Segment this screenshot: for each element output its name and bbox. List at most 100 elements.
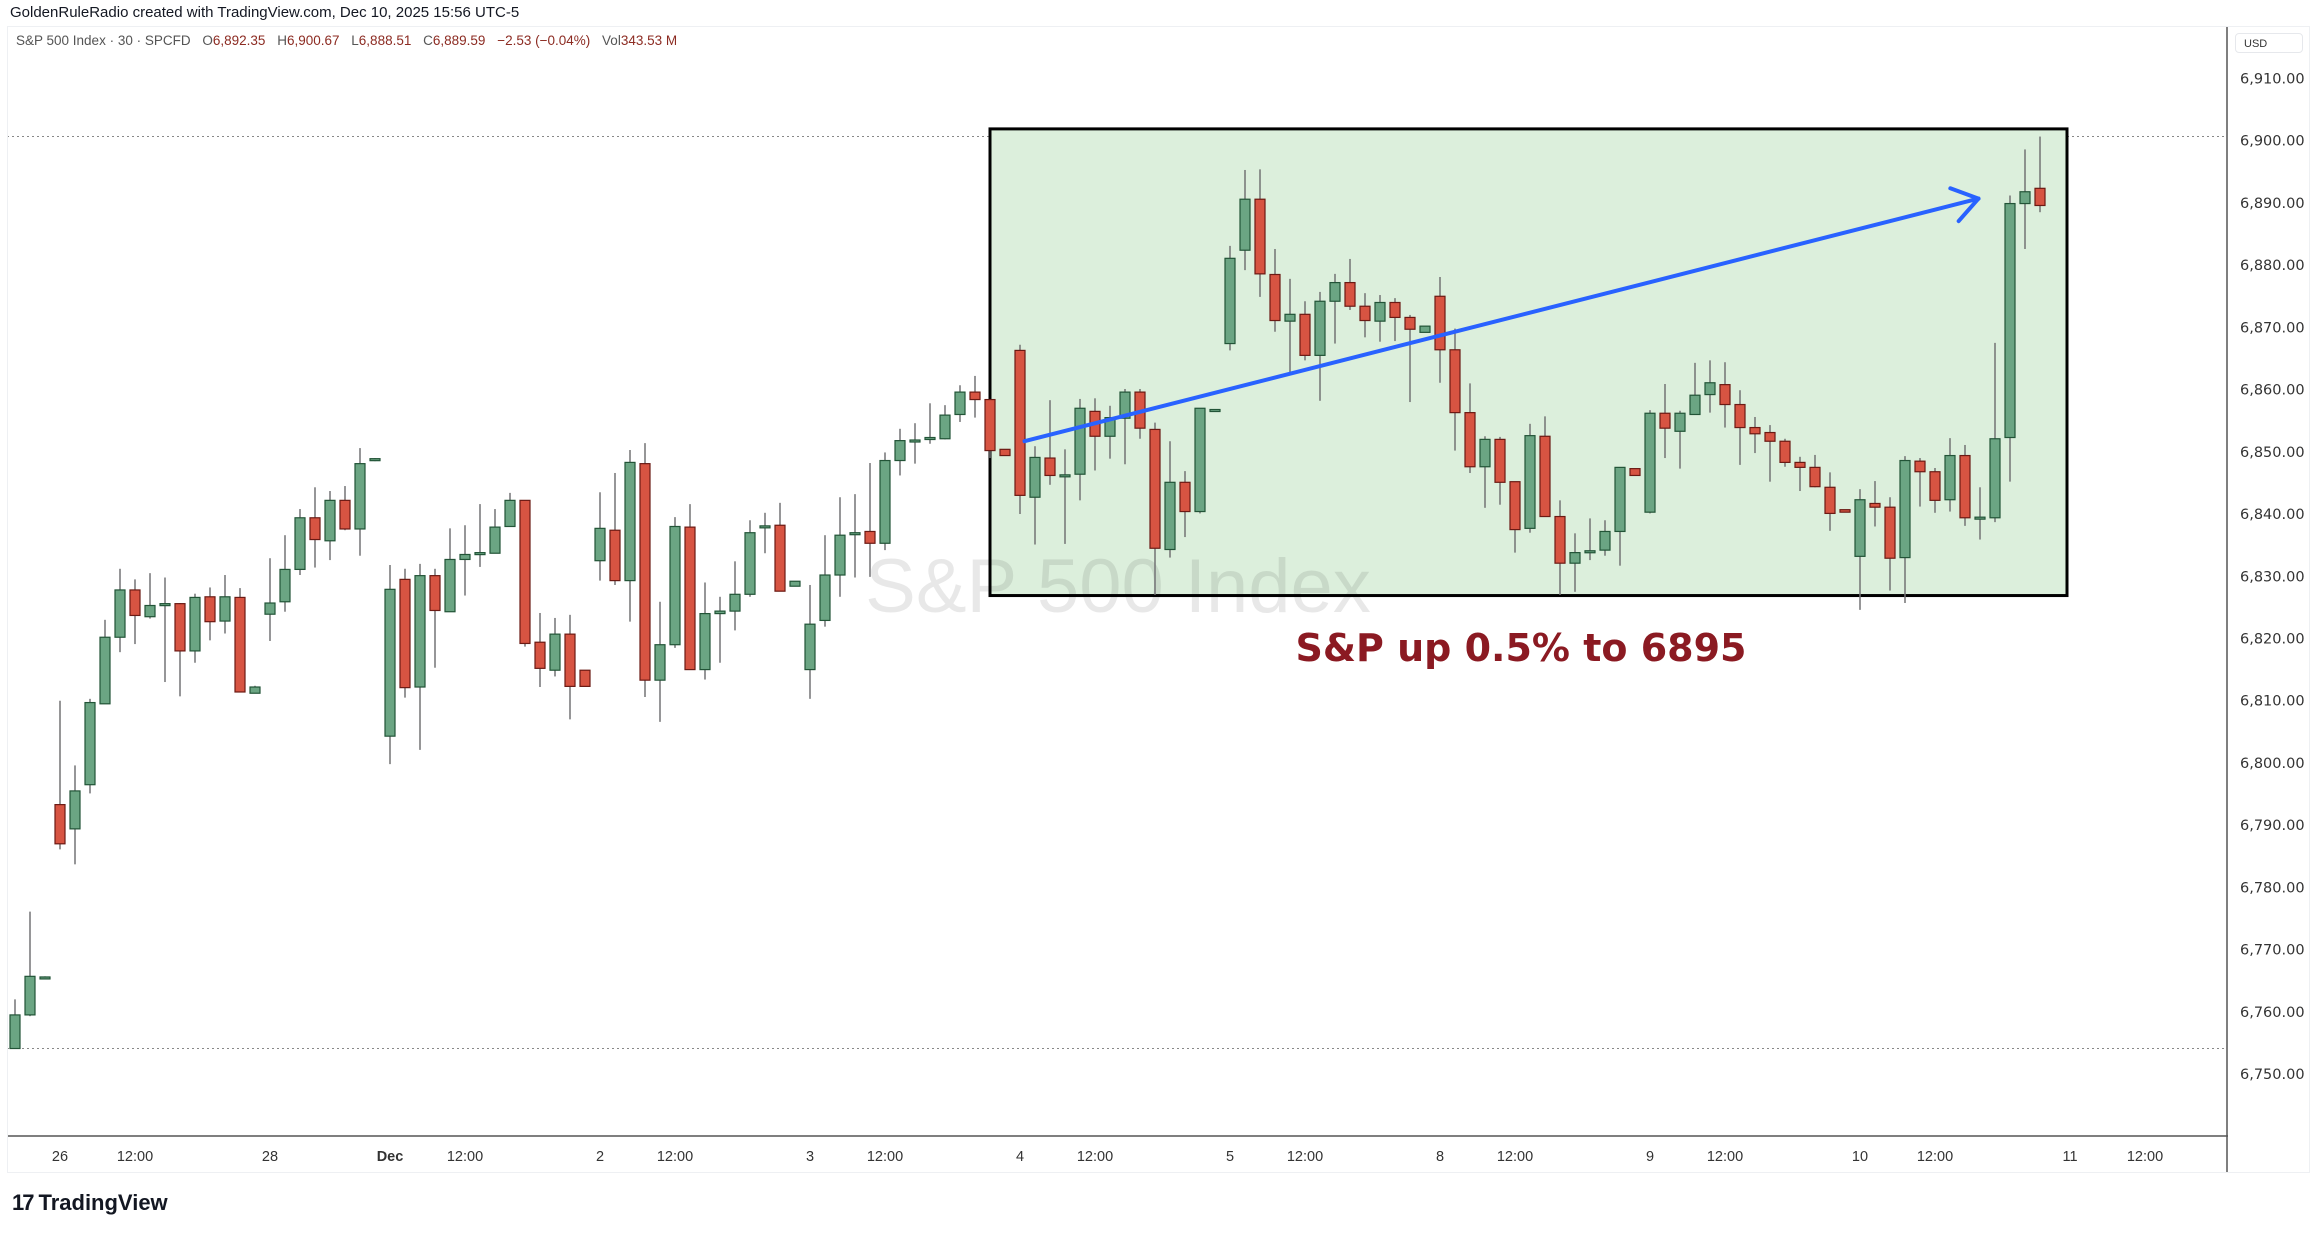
open-label: O: [202, 33, 213, 48]
candle-body: [1944, 454, 1956, 501]
candle-up: [654, 601, 666, 722]
candle-down: [2034, 136, 2046, 213]
candle-body: [234, 596, 246, 693]
candle-up: [804, 584, 816, 699]
chart-credit: GoldenRuleRadio created with TradingView…: [10, 4, 520, 21]
candle-up: [354, 448, 366, 556]
candle-down: [174, 603, 186, 697]
candle-up: [669, 517, 681, 648]
candle-body: [2004, 202, 2016, 439]
currency-badge[interactable]: USD: [2235, 33, 2303, 53]
candle-body: [264, 602, 276, 615]
candle-down: [1464, 383, 1476, 473]
candle-down: [1254, 169, 1266, 297]
candle-body: [519, 499, 531, 645]
candle-body: [54, 804, 66, 845]
candle-body: [1179, 481, 1191, 513]
candle-body: [969, 391, 981, 401]
candle-body: [609, 529, 621, 582]
candle-body: [1704, 382, 1716, 396]
candle-body: [9, 1014, 21, 1050]
tradingview-logo-text: TradingView: [38, 1190, 168, 1215]
candle-down: [1809, 454, 1821, 488]
candle-down: [1344, 258, 1356, 310]
candle-up: [39, 976, 51, 980]
high-label: H: [277, 33, 287, 48]
candle-up: [1899, 456, 1911, 604]
candle-body: [1314, 300, 1326, 356]
candle-down: [1389, 298, 1401, 342]
candle-body: [1599, 530, 1611, 551]
candle-up: [1209, 408, 1221, 413]
candle-body: [1164, 481, 1176, 551]
candle-up: [1059, 449, 1071, 544]
candle-body: [369, 458, 381, 462]
price-axis[interactable]: 6,750.00 6,760.00 6,770.00 6,780.00 6,790.00…: [2228, 27, 2310, 1172]
candle-up: [744, 520, 756, 597]
high-value: 6,900.67: [286, 33, 340, 48]
candle-up: [1599, 520, 1611, 556]
candle-down: [1779, 438, 1791, 467]
candle-body: [834, 534, 846, 576]
candle-down: [234, 588, 246, 693]
candle-body: [669, 525, 681, 646]
candle-down: [1404, 314, 1416, 403]
candle-body: [804, 623, 816, 671]
candle-body: [189, 596, 201, 652]
candle-body: [84, 701, 96, 786]
candle-body: [1989, 438, 2001, 519]
candle-body: [579, 669, 591, 687]
candle-body: [414, 575, 426, 688]
candle-body: [114, 589, 126, 638]
candle-up: [2019, 149, 2031, 249]
trend-arrow[interactable]: [1022, 186, 1981, 444]
candle-down: [774, 502, 786, 592]
candle-body: [354, 463, 366, 530]
candle-down: [1929, 467, 1941, 513]
candle-body: [924, 436, 936, 441]
candle-body: [1674, 412, 1686, 432]
candle-body: [1269, 273, 1281, 322]
candle-body: [1524, 435, 1536, 529]
tradingview-logo[interactable]: 17 TradingView: [12, 1190, 168, 1216]
candle-body: [159, 603, 171, 607]
candle-body: [294, 517, 306, 571]
candle-up: [114, 568, 126, 653]
candles: [9, 136, 2046, 1050]
candle-body: [1149, 428, 1161, 549]
vol-label: Vol: [602, 33, 621, 48]
price-tick-label: 6,810.00: [2240, 694, 2305, 710]
candle-up: [1974, 487, 1986, 540]
candle-down: [1659, 384, 1671, 459]
annotation-text[interactable]: S&P up 0.5% to 6895: [1296, 626, 1747, 670]
candle-up: [84, 698, 96, 794]
candle-body: [1959, 454, 1971, 519]
candle-body: [2034, 187, 2046, 207]
candle-down: [1749, 416, 1761, 454]
candle-down: [969, 375, 981, 418]
candle-down: [1554, 500, 1566, 595]
candle-down: [639, 443, 651, 697]
candle-body: [894, 440, 906, 462]
arrow-shaft: [1022, 196, 1981, 444]
candle-body: [1299, 313, 1311, 356]
low-label: L: [351, 33, 359, 48]
price-tick-label: 6,840.00: [2240, 507, 2305, 523]
candle-body: [639, 463, 651, 681]
price-tick-label: 6,880.00: [2240, 258, 2305, 274]
candle-body: [174, 603, 186, 652]
candle-down: [1719, 362, 1731, 428]
time-tick-label: 3: [806, 1149, 814, 1165]
candle-body: [1254, 198, 1266, 275]
price-tick-label: 6,820.00: [2240, 631, 2305, 647]
candle-body: [864, 530, 876, 544]
symbol-legend[interactable]: S&P 500 Index · 30 · SPCFD O6,892.35 H6,…: [16, 33, 685, 48]
candle-body: [1014, 349, 1026, 496]
candle-up: [819, 535, 831, 627]
symbol-name[interactable]: S&P 500 Index · 30 · SPCFD: [16, 33, 191, 48]
candle-body: [1779, 440, 1791, 463]
candle-up: [459, 525, 471, 596]
candle-up: [954, 385, 966, 422]
time-axis[interactable]: 26 12:00 28 Dec 12:00 2 12:00 3 12:00 4 12:00 5 12:0…: [52, 1149, 2163, 1165]
